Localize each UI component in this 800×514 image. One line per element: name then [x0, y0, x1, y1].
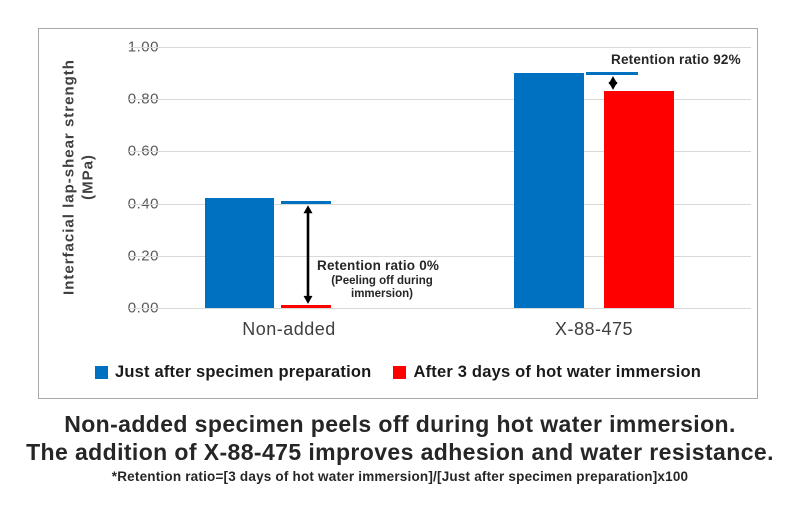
plot-area: [129, 47, 751, 309]
legend: Just after specimen preparation After 3 …: [39, 363, 757, 382]
reference-line-x-88-475: [586, 71, 638, 75]
legend-item-red: After 3 days of hot water immersion: [393, 363, 701, 382]
annotation-retention-0: Retention ratio 0%: [317, 258, 440, 273]
gridline: [129, 308, 751, 309]
bar-non-added-series1: [281, 305, 331, 308]
bar-chart: Interfacial lap-shear strength (MPa) 1.0…: [38, 28, 758, 399]
y-axis-title: Interfacial lap-shear strength (MPa): [60, 59, 98, 295]
annotation-retention-92: Retention ratio 92%: [611, 52, 741, 67]
legend-label-red: After 3 days of hot water immersion: [413, 363, 702, 381]
caption-line-2: The addition of X-88-475 improves adhesi…: [26, 439, 774, 465]
legend-swatch-red: [393, 366, 407, 379]
y-axis-title-line2: (MPa): [79, 154, 96, 200]
x-axis-label-x-88-475: X-88-475: [554, 319, 634, 339]
caption-line-1: Non-added specimen peels off during hot …: [64, 411, 736, 437]
footnote-retention-formula: *Retention ratio=[3 days of hot water im…: [111, 469, 689, 484]
bar-x-88-475-series1: [604, 91, 674, 308]
reference-line-non-added: [281, 200, 331, 204]
x-axis-label-non-added: Non-added: [242, 319, 336, 339]
legend-label-blue: Just after specimen preparation: [114, 363, 372, 381]
legend-swatch-blue: [94, 366, 108, 379]
gridline: [129, 255, 751, 257]
annotation-retention-0-sub-line1: (Peeling off during: [331, 275, 433, 287]
legend-item-blue: Just after specimen preparation: [94, 363, 372, 382]
bar-x-88-475-series0: [514, 73, 584, 308]
annotation-retention-0-sub-line2: immersion): [351, 288, 413, 301]
gridline: [129, 47, 751, 48]
gridline: [129, 99, 751, 101]
gridline: [129, 151, 751, 153]
gridline: [129, 203, 751, 205]
annotation-retention-0-sub: (Peeling off during immersion): [311, 275, 453, 301]
bar-non-added-series0: [205, 198, 274, 308]
y-axis-title-line1: Interfacial lap-shear strength: [60, 59, 78, 295]
